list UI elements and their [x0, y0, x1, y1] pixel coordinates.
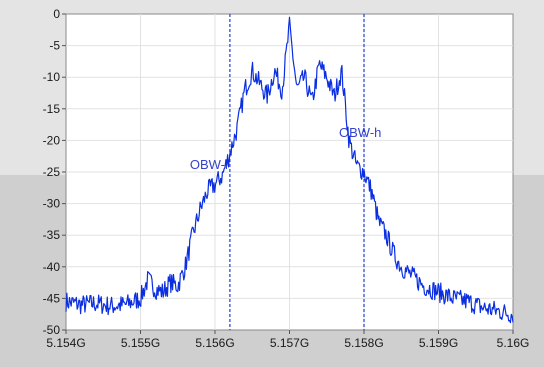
y-tick-label: 0 — [53, 7, 60, 21]
x-tick-label: 5.157G — [270, 336, 309, 350]
series-layer — [65, 16, 514, 324]
y-tick-label: -25 — [43, 165, 61, 179]
y-tick-label: -50 — [43, 323, 61, 337]
x-tick-label: 5.156G — [195, 336, 234, 350]
x-tick-label: 5.155G — [121, 336, 160, 350]
y-tick-label: -30 — [43, 197, 61, 211]
y-tick-label: -35 — [43, 228, 61, 242]
x-tick-label: 5.16G — [497, 336, 530, 350]
spectrum-trace — [65, 16, 514, 324]
obw-marker-label: OBW-l — [190, 157, 228, 172]
x-tick-label: 5.158G — [344, 336, 383, 350]
y-tick-label: -45 — [43, 291, 61, 305]
y-tick-label: -15 — [43, 102, 61, 116]
y-tick-label: -10 — [43, 70, 61, 84]
y-tick-label: -40 — [43, 260, 61, 274]
y-tick-label: -20 — [43, 133, 61, 147]
axes: 5.154G 5.155G 5.156G 5.157G 5.158G 5.159G 5.16… — [43, 7, 530, 350]
obw-marker-label: OBW-h — [339, 125, 381, 140]
y-tick-label: -5 — [49, 39, 60, 53]
x-tick-label: 5.154G — [46, 336, 85, 350]
x-tick-label: 5.159G — [419, 336, 458, 350]
